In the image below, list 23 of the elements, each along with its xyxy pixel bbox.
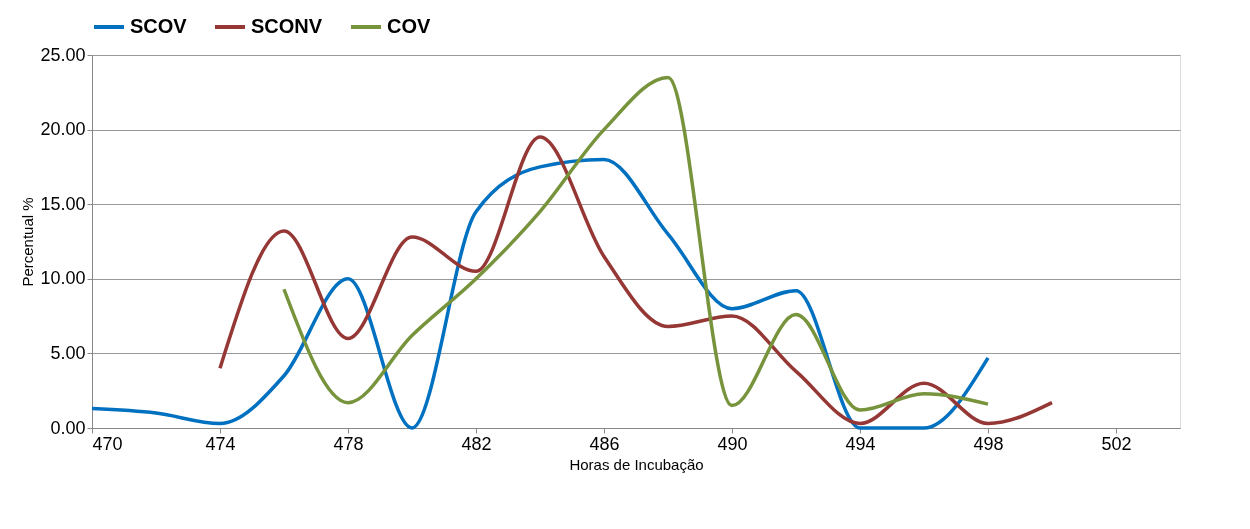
x-tick-label: 470 [92,433,123,454]
y-axis-title: Percentual % [19,197,37,287]
x-tick-label: 494 [845,433,876,454]
x-tick-label: 498 [973,433,1004,454]
y-tick-label: 5.00 [50,342,86,363]
legend-label: COV [387,15,431,37]
y-tick-label: 25.00 [40,44,86,65]
x-tick-label: 482 [461,433,492,454]
x-tick-label: 478 [333,433,364,454]
y-tick-label: 20.00 [40,119,86,140]
legend-label: SCONV [251,15,323,37]
line-series [282,75,990,412]
line-series [218,135,1054,426]
x-tick-label: 502 [1101,433,1132,454]
y-tick-label: 15.00 [40,193,86,214]
x-tick-label: 474 [205,433,236,454]
x-tick-label: 486 [589,433,620,454]
y-tick-label: 0.00 [50,417,86,438]
x-axis-title: Horas de Incubação [569,455,704,473]
legend-label: SCOV [130,15,188,37]
x-tick-label: 490 [717,433,748,454]
y-tick-label: 10.00 [40,268,86,289]
line-series [90,157,990,430]
